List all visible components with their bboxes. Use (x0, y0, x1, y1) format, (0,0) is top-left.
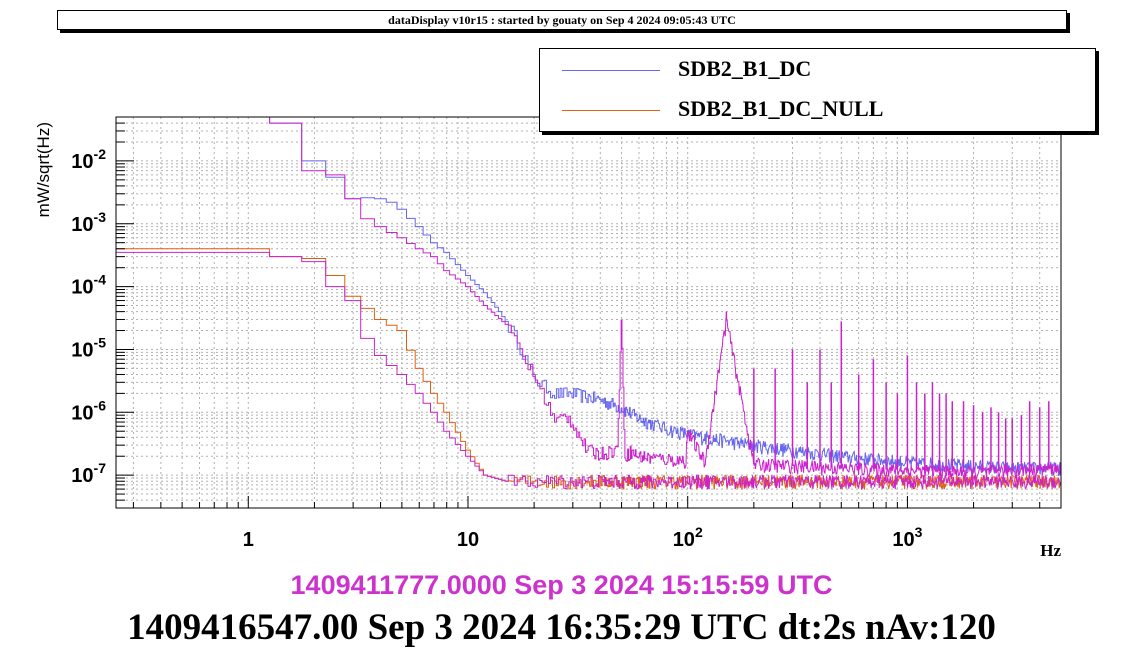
tick-layer: 1 10 102 103 10-7 10-6 10-5 10-4 10-3 10-2 (71, 116, 1062, 551)
x-tick-label: 10 (457, 529, 479, 551)
series-layer (116, 116, 1062, 491)
x-tick-label: 102 (673, 524, 703, 551)
legend-item-sdb2-b1-dc-null: SDB2_B1_DC_NULL (540, 89, 1095, 129)
header-title: dataDisplay v10r15 : started by gouaty o… (388, 12, 736, 27)
y-tick-label: 10-3 (71, 209, 106, 236)
legend-label-sdb2-b1-dc-null: SDB2_B1_DC_NULL (678, 96, 884, 121)
grid-layer (116, 116, 1062, 509)
reference-timestamp: 1409411777.0000 Sep 3 2024 15:15:59 UTC (290, 570, 833, 600)
legend: SDB2_B1_DC SDB2_B1_DC_NULL (539, 48, 1096, 132)
legend-label-sdb2-b1-dc: SDB2_B1_DC (678, 56, 812, 81)
x-tick-label: 1 (243, 529, 254, 551)
y-tick-label: 10-4 (71, 272, 106, 299)
header-title-bar: dataDisplay v10r15 : started by gouaty o… (57, 10, 1067, 30)
series-line-0 (116, 116, 1062, 476)
x-tick-label: 103 (892, 524, 922, 551)
series-line-1 (116, 248, 1062, 490)
x-axis-label: Hz (1040, 541, 1061, 560)
legend-line-sdb2-b1-dc-null (562, 110, 660, 111)
y-axis-label: mW/sqrt(Hz) (34, 122, 53, 217)
legend-line-sdb2-b1-dc (562, 70, 660, 71)
y-tick-label: 10-6 (71, 397, 106, 424)
legend-item-sdb2-b1-dc: SDB2_B1_DC (540, 49, 1095, 89)
current-timestamp: 1409416547.00 Sep 3 2024 16:35:29 UTC dt… (127, 607, 996, 648)
series-line-2 (116, 116, 1062, 481)
y-tick-label: 10-2 (71, 146, 106, 173)
series-line-3 (116, 251, 1062, 491)
y-tick-label: 10-5 (71, 334, 106, 361)
y-tick-label: 10-7 (71, 460, 106, 487)
